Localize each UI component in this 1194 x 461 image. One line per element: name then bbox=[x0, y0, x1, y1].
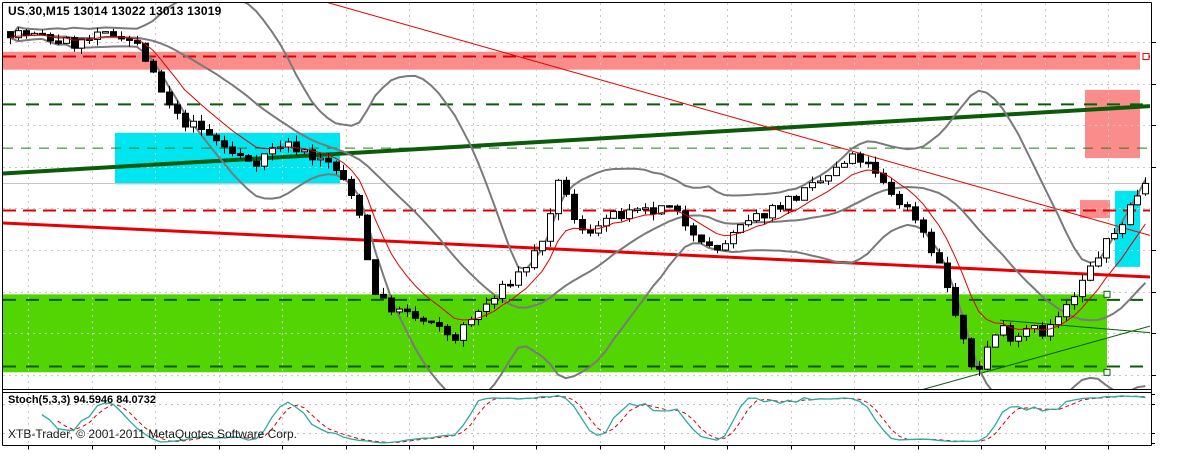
time-axis[interactable]: 4 Apr 20124 Apr 06:354 Apr 08:354 Apr 10… bbox=[0, 445, 1194, 461]
chart-title: US.30,M15 13014 13022 13013 13019 bbox=[8, 4, 222, 18]
stoch-indicator-label: Stoch(5,3,3) 94.5946 84.0732 bbox=[8, 394, 156, 406]
price-axis[interactable]: 1308713067130471302712987129671294712927… bbox=[1150, 0, 1194, 445]
stoch-scale[interactable]: 10080200 bbox=[1150, 389, 1194, 445]
copyright-watermark: XTB-Trader, © 2001-2011 MetaQuotes Softw… bbox=[8, 427, 297, 441]
